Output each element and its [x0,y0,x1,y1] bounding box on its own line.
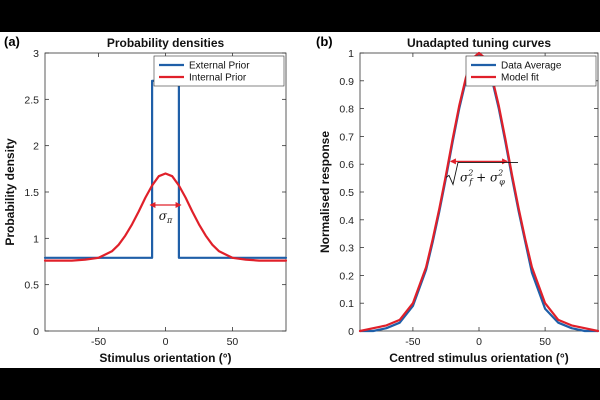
y-tick-label: 0.9 [339,76,354,88]
panel-label: (a) [4,34,20,49]
y-tick-label: 1 [33,233,39,245]
series-line-data-average [358,51,600,333]
legend-box [153,55,285,87]
panel-label: (b) [316,34,333,49]
x-tick-label: 0 [476,336,482,348]
legend-entry-label: Data Average [501,61,562,72]
series-line-model-fit [358,51,600,333]
x-axis-label: Stimulus orientation (°) [99,351,231,365]
y-tick-label: 0 [348,326,354,338]
annotation-label: σπ [159,209,173,225]
annotation-arrowhead-left [449,158,456,165]
panel-b: (b) Unadapted tuning curves 0 0.1 0.2 0.3 0.4 0… [316,34,600,365]
y-tick-label: 3 [33,48,39,60]
annotation-arrowhead-right [175,201,182,208]
legend-entry-label: External Prior [189,61,250,72]
panel-a: (a) Probability densities 0 0.5 1 1.5 2 2.5 3 -50… [3,34,288,365]
y-tick-label: 0.8 [339,104,354,116]
width-annotation: σ2 f + σ2 φ [445,158,518,186]
annotation-label: σ2 f + σ2 φ [460,168,505,186]
y-tick-label: 0.5 [24,280,39,292]
x-tick-label: 0 [163,336,169,348]
y-tick-label: 0.5 [339,187,354,199]
y-axis-label: Normalised response [318,131,332,253]
series-line-external-prior [43,79,288,259]
y-tick-label: 1 [348,48,354,60]
annotation-arrowhead-right [502,158,509,165]
x-axis-label: Centred stimulus orientation (°) [389,351,568,365]
x-tick-label: -50 [405,336,420,348]
plot-frame [44,52,287,332]
width-annotation: σπ [149,201,182,225]
figure: (a) Probability densities 0 0.5 1 1.5 2 2.5 3 -50… [0,32,600,368]
y-tick-label: 0 [33,326,39,338]
y-axis-label: Probability density [3,138,17,246]
x-tick-label: 50 [539,336,551,348]
x-tick-label: 50 [227,336,239,348]
x-tick-label: -50 [91,336,106,348]
y-tick-label: 0.4 [339,215,354,227]
chart-title: Probability densities [107,36,225,50]
chart-title: Unadapted tuning curves [407,36,551,50]
y-tick-label: 0.7 [339,131,354,143]
y-tick-label: 0.1 [339,298,354,310]
y-tick-label: 0.3 [339,243,354,255]
legend-box [465,55,597,87]
chart-figure: (a) Probability densities 0 0.5 1 1.5 2 2.5 3 -50… [3,34,600,365]
y-tick-label: 0.2 [339,270,354,282]
y-tick-label: 0.6 [339,159,354,171]
y-tick-label: 2.5 [24,94,39,106]
legend-entry-label: Model fit [501,73,539,84]
annotation-arrowhead-left [149,201,156,208]
sqrt-sign [445,161,518,186]
y-tick-label: 1.5 [24,187,39,199]
plot-frame [359,52,599,332]
legend-entry-label: Internal Prior [189,73,247,84]
series-line-internal-prior [43,172,288,262]
y-tick-label: 2 [33,141,39,153]
